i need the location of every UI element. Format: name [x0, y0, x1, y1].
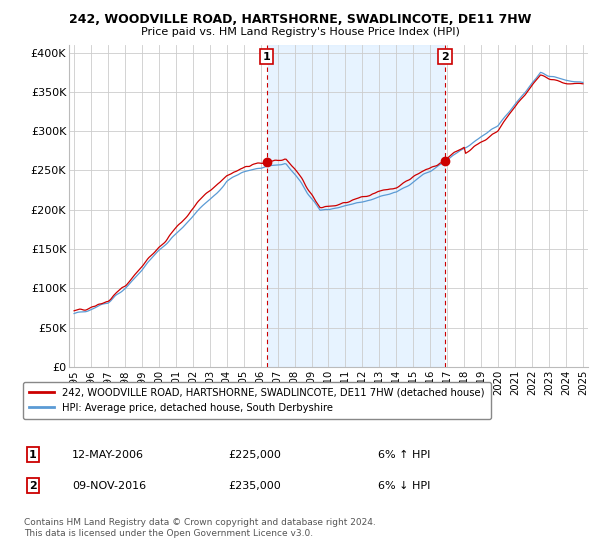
Text: 1: 1 [29, 450, 37, 460]
Text: Price paid vs. HM Land Registry's House Price Index (HPI): Price paid vs. HM Land Registry's House … [140, 27, 460, 37]
Text: £235,000: £235,000 [228, 480, 281, 491]
Text: 1: 1 [263, 52, 271, 62]
Text: 2: 2 [441, 52, 449, 62]
Text: 12-MAY-2006: 12-MAY-2006 [72, 450, 144, 460]
Text: £225,000: £225,000 [228, 450, 281, 460]
Text: 2: 2 [29, 480, 37, 491]
Text: 6% ↓ HPI: 6% ↓ HPI [378, 480, 430, 491]
Text: 6% ↑ HPI: 6% ↑ HPI [378, 450, 430, 460]
Legend: 242, WOODVILLE ROAD, HARTSHORNE, SWADLINCOTE, DE11 7HW (detached house), HPI: Av: 242, WOODVILLE ROAD, HARTSHORNE, SWADLIN… [23, 382, 491, 419]
Text: 09-NOV-2016: 09-NOV-2016 [72, 480, 146, 491]
Text: 242, WOODVILLE ROAD, HARTSHORNE, SWADLINCOTE, DE11 7HW: 242, WOODVILLE ROAD, HARTSHORNE, SWADLIN… [69, 13, 531, 26]
Text: Contains HM Land Registry data © Crown copyright and database right 2024.
This d: Contains HM Land Registry data © Crown c… [24, 518, 376, 538]
